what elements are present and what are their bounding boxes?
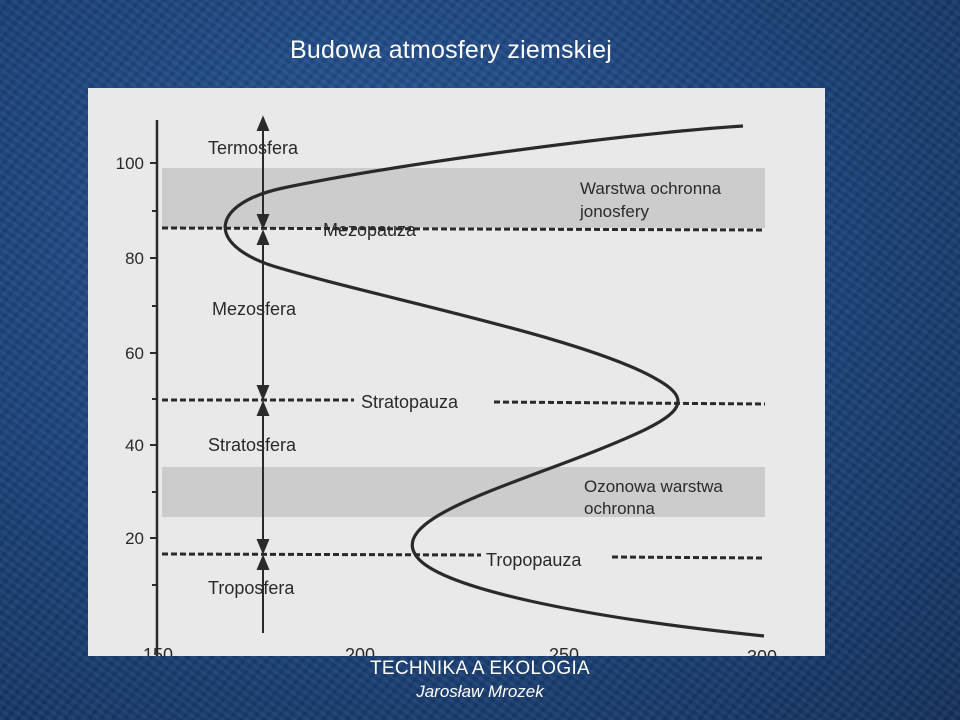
- slide-title: Budowa atmosfery ziemskiej: [290, 36, 612, 64]
- arrow-head-down: [256, 214, 270, 230]
- diagram-svg: 100 80 60 40 20 Termosfera Mezos: [116, 115, 777, 656]
- arrow-head-up: [256, 554, 270, 570]
- y-tick-label-60: 60: [125, 344, 144, 363]
- troposfera-label: Troposfera: [208, 578, 295, 598]
- footer-author: Jarosław Mrozek: [416, 682, 544, 701]
- stratosfera-label: Stratosfera: [208, 435, 297, 455]
- arrow-head-up: [256, 229, 270, 245]
- ozone-band-label-line1: Ozonowa warstwa: [584, 477, 723, 496]
- atmosphere-diagram: 100 80 60 40 20 Termosfera Mezos: [88, 88, 825, 656]
- y-tick-label-20: 20: [125, 529, 144, 548]
- ionosphere-band-label-line1: Warstwa ochronna: [580, 179, 722, 198]
- mezosfera-label: Mezosfera: [212, 299, 297, 319]
- arrow-head-up: [256, 115, 270, 131]
- stratopauza-line-right: [493, 400, 766, 406]
- ionosphere-band-label-line2: jonosfery: [579, 202, 649, 221]
- temperature-profile-curve: [223, 124, 765, 638]
- y-tick-label-80: 80: [125, 249, 144, 268]
- y-tick-label-100: 100: [116, 154, 144, 173]
- ozone-band-label-line2: ochronna: [584, 499, 655, 518]
- x-tick-label-200: 200: [345, 645, 375, 656]
- footer-course-title: TECHNIKA A EKOLOGIA: [369, 658, 591, 679]
- tropopauza-line-left: [161, 552, 482, 557]
- x-tick-label-150: 150: [143, 645, 173, 656]
- arrow-head-down: [256, 385, 270, 401]
- x-tick-label-300: 300: [747, 647, 777, 656]
- x-tick-label-250: 250: [549, 645, 579, 656]
- tropopauza-label: Tropopauza: [486, 550, 582, 570]
- arrow-head-up: [256, 400, 270, 416]
- mezopauza-label: Mezopauza: [323, 220, 417, 240]
- stratopauza-label: Stratopauza: [361, 392, 459, 412]
- arrow-head-down: [256, 539, 270, 555]
- y-tick-label-40: 40: [125, 436, 144, 455]
- tropopauza-line-right: [611, 555, 766, 560]
- mezopauza-line: [161, 226, 766, 232]
- termosfera-label: Termosfera: [208, 138, 299, 158]
